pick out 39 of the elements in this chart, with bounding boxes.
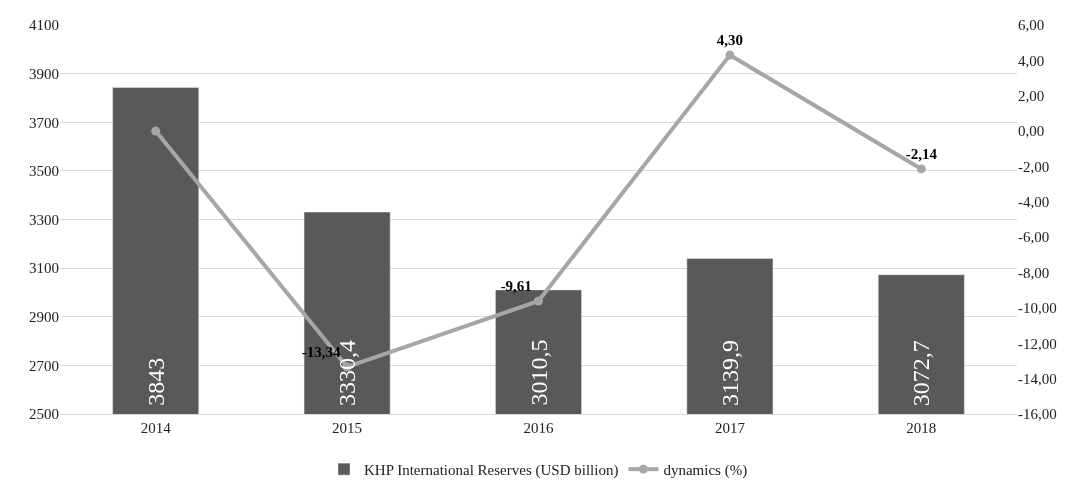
y-tick-label: 3300 <box>29 211 59 228</box>
x-tick-label: 2014 <box>140 420 172 436</box>
point <box>534 296 543 306</box>
x-tick-label: 2016 <box>523 420 554 436</box>
y2-tick-label: 4,00 <box>1018 52 1045 69</box>
x-tick-label: 2018 <box>906 420 937 436</box>
y-tick-label: 3900 <box>29 65 59 82</box>
point <box>916 164 926 174</box>
point <box>725 50 735 60</box>
y2-tick-label: 2,00 <box>1018 87 1045 104</box>
y-tick-label: 4100 <box>29 17 59 34</box>
legend-label: KHP International Reserves (USD billion) <box>364 462 619 479</box>
y2-tick-label: -8,00 <box>1018 264 1050 281</box>
y2-tick-label: 6,00 <box>1018 17 1045 34</box>
data-label: 4,30 <box>716 31 744 48</box>
data-label: 3843 <box>142 357 169 406</box>
y2-tick-label: 0,00 <box>1018 123 1045 140</box>
point <box>151 126 161 136</box>
y2-tick-label: -4,00 <box>1018 194 1050 211</box>
x-tick-label: 2017 <box>714 420 746 436</box>
data-label: 3010,5 <box>525 339 552 406</box>
data-label: 3072,7 <box>908 340 935 407</box>
y2-tick-label: -2,00 <box>1018 158 1050 175</box>
x-tick-label: 2015 <box>332 420 363 436</box>
y-tick-label: 3500 <box>29 163 59 180</box>
data-label: -2,14 <box>905 145 938 162</box>
y2-tick-label: -6,00 <box>1018 229 1050 246</box>
y-tick-label: 3100 <box>29 260 59 277</box>
y2-tick-label: -10,00 <box>1018 300 1057 317</box>
y-tick-label: 2900 <box>29 309 59 325</box>
y-tick-label: 3700 <box>29 114 59 131</box>
y2-tick-label: -14,00 <box>1018 370 1057 387</box>
y-tick-label: 2500 <box>29 406 59 423</box>
y2-tick-label: -16,00 <box>1018 406 1057 423</box>
y2-tick-label: -12,00 <box>1018 335 1057 352</box>
data-label: -9,61 <box>500 277 532 294</box>
legend-label: dynamics (%) <box>663 462 748 479</box>
y-tick-label: 2700 <box>29 357 59 374</box>
data-label: 3139,9 <box>716 339 743 406</box>
